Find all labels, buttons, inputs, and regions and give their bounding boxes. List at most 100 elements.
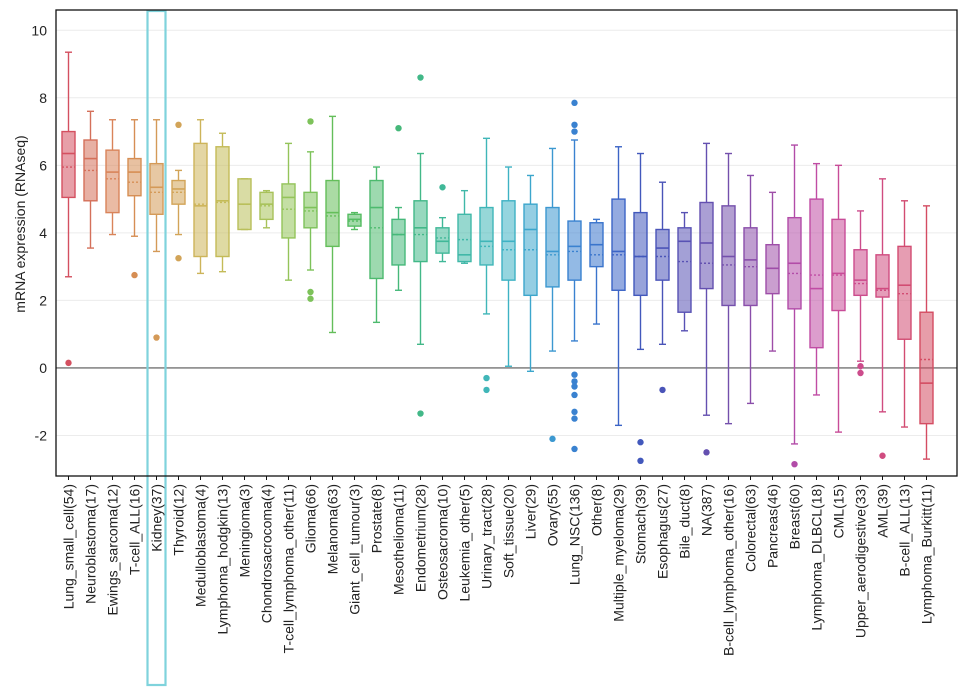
box (435, 227, 450, 254)
x-tick-label: Urinary_tract(28) (479, 484, 495, 589)
box-group (193, 119, 208, 275)
outlier-point (417, 74, 424, 81)
outlier-point (571, 415, 578, 422)
x-tick-label: Soft_tissue(20) (501, 484, 517, 578)
y-tick-label: -2 (35, 427, 48, 443)
outlier-point (175, 254, 182, 262)
box-group (699, 142, 714, 456)
outlier-point (395, 124, 402, 132)
x-tick-label: Meningioma(3) (237, 484, 253, 577)
highlight-box (146, 9, 167, 687)
box (655, 228, 670, 281)
x-tick-label: Giant_cell_tumour(3) (347, 484, 363, 615)
x-tick-label: Multiple_myeloma(29) (611, 484, 627, 622)
outlier-point (549, 435, 556, 443)
outlier-point (307, 118, 314, 125)
outlier-point (483, 386, 490, 394)
x-tick-label: Chondrosacrocoma(4) (259, 484, 275, 623)
x-tick-label: Thyroid(12) (171, 484, 187, 556)
box-group (875, 178, 890, 459)
outlier-point (571, 121, 578, 129)
box-group (149, 119, 164, 341)
box (897, 245, 912, 340)
highlight-layer (146, 9, 167, 687)
x-tick-label: B-cell_ALL(13) (897, 484, 913, 577)
x-tick-label: Medulloblastoma(4) (193, 484, 209, 607)
outlier-point (857, 363, 864, 370)
x-tick-label: Lymphoma_DLBCL(18) (809, 484, 825, 631)
box-group (655, 181, 670, 394)
x-tick-label: NA(387) (699, 484, 715, 536)
box-group (897, 200, 912, 428)
box-group (787, 144, 802, 468)
y-tick-label: 4 (39, 225, 47, 241)
box-group (545, 147, 560, 443)
box-group (633, 152, 648, 465)
box (567, 220, 582, 281)
x-tick-label: Mesothelioma(11) (391, 484, 407, 595)
outlier-point (153, 334, 160, 341)
outlier-point (571, 99, 578, 107)
x-tick-label: Lymphoma_hodgkin(13) (215, 484, 231, 634)
box (853, 249, 868, 297)
box-group (809, 162, 824, 396)
axes: -2 0 2 4 6 8 10 Lung_small_cell(54) Neuroblastom… (31, 9, 958, 656)
outlier-point (703, 449, 710, 456)
outlier-point (65, 359, 72, 367)
x-tick-label: Osteosacroma(10) (435, 484, 451, 600)
box-group (83, 110, 98, 249)
box-group (765, 191, 780, 352)
outlier-point (571, 128, 578, 135)
x-tick-label: T-cell_ALL(16) (127, 484, 143, 575)
x-tick-label: T-cell_lymphoma_other(11) (281, 484, 297, 653)
outlier-point (571, 371, 578, 378)
outlier-point (879, 452, 886, 459)
y-tick-label: 0 (39, 360, 47, 376)
box (457, 213, 472, 263)
box-group (413, 74, 428, 417)
outlier-point (131, 271, 138, 279)
box (831, 218, 846, 312)
box-group (567, 99, 582, 453)
box-group (501, 166, 516, 367)
box (545, 206, 560, 288)
box-group (127, 119, 142, 279)
x-tick-label: Endometrium(28) (413, 484, 429, 592)
x-tick-label: Glioma(66) (303, 484, 319, 553)
box (919, 311, 934, 425)
box-group (523, 174, 538, 373)
box (633, 211, 648, 297)
outlier-point (175, 121, 182, 129)
box (215, 146, 230, 258)
x-tick-label: Liver(29) (523, 484, 539, 539)
outlier-point (571, 391, 578, 399)
box (479, 206, 494, 266)
x-tick-label: Lung_NSC(136) (567, 484, 583, 585)
box (391, 218, 406, 266)
x-tick-label: Lung_small_cell(54) (61, 484, 77, 609)
box (611, 198, 626, 291)
box-group (391, 124, 406, 291)
box-group (237, 178, 252, 231)
box (875, 254, 890, 298)
box (347, 213, 362, 227)
box-group (347, 211, 362, 231)
x-tick-label: Prostate(8) (369, 484, 385, 553)
outlier-point (571, 408, 578, 416)
outlier-point (637, 439, 644, 446)
box (105, 149, 120, 214)
y-axis-title: mRNA expression (RNAseq) (12, 135, 28, 312)
y-tick-label: 6 (39, 157, 47, 173)
box (193, 142, 208, 258)
box-group (61, 51, 76, 367)
outlier-point (571, 445, 578, 453)
x-tick-label: Leukemia_other(5) (457, 484, 473, 602)
outlier-point (483, 374, 490, 382)
box (149, 162, 164, 215)
x-tick-label: Neuroblastoma(17) (83, 484, 99, 604)
box (765, 243, 780, 295)
box-group (105, 119, 120, 236)
x-tick-label: Stomach(39) (633, 484, 649, 564)
